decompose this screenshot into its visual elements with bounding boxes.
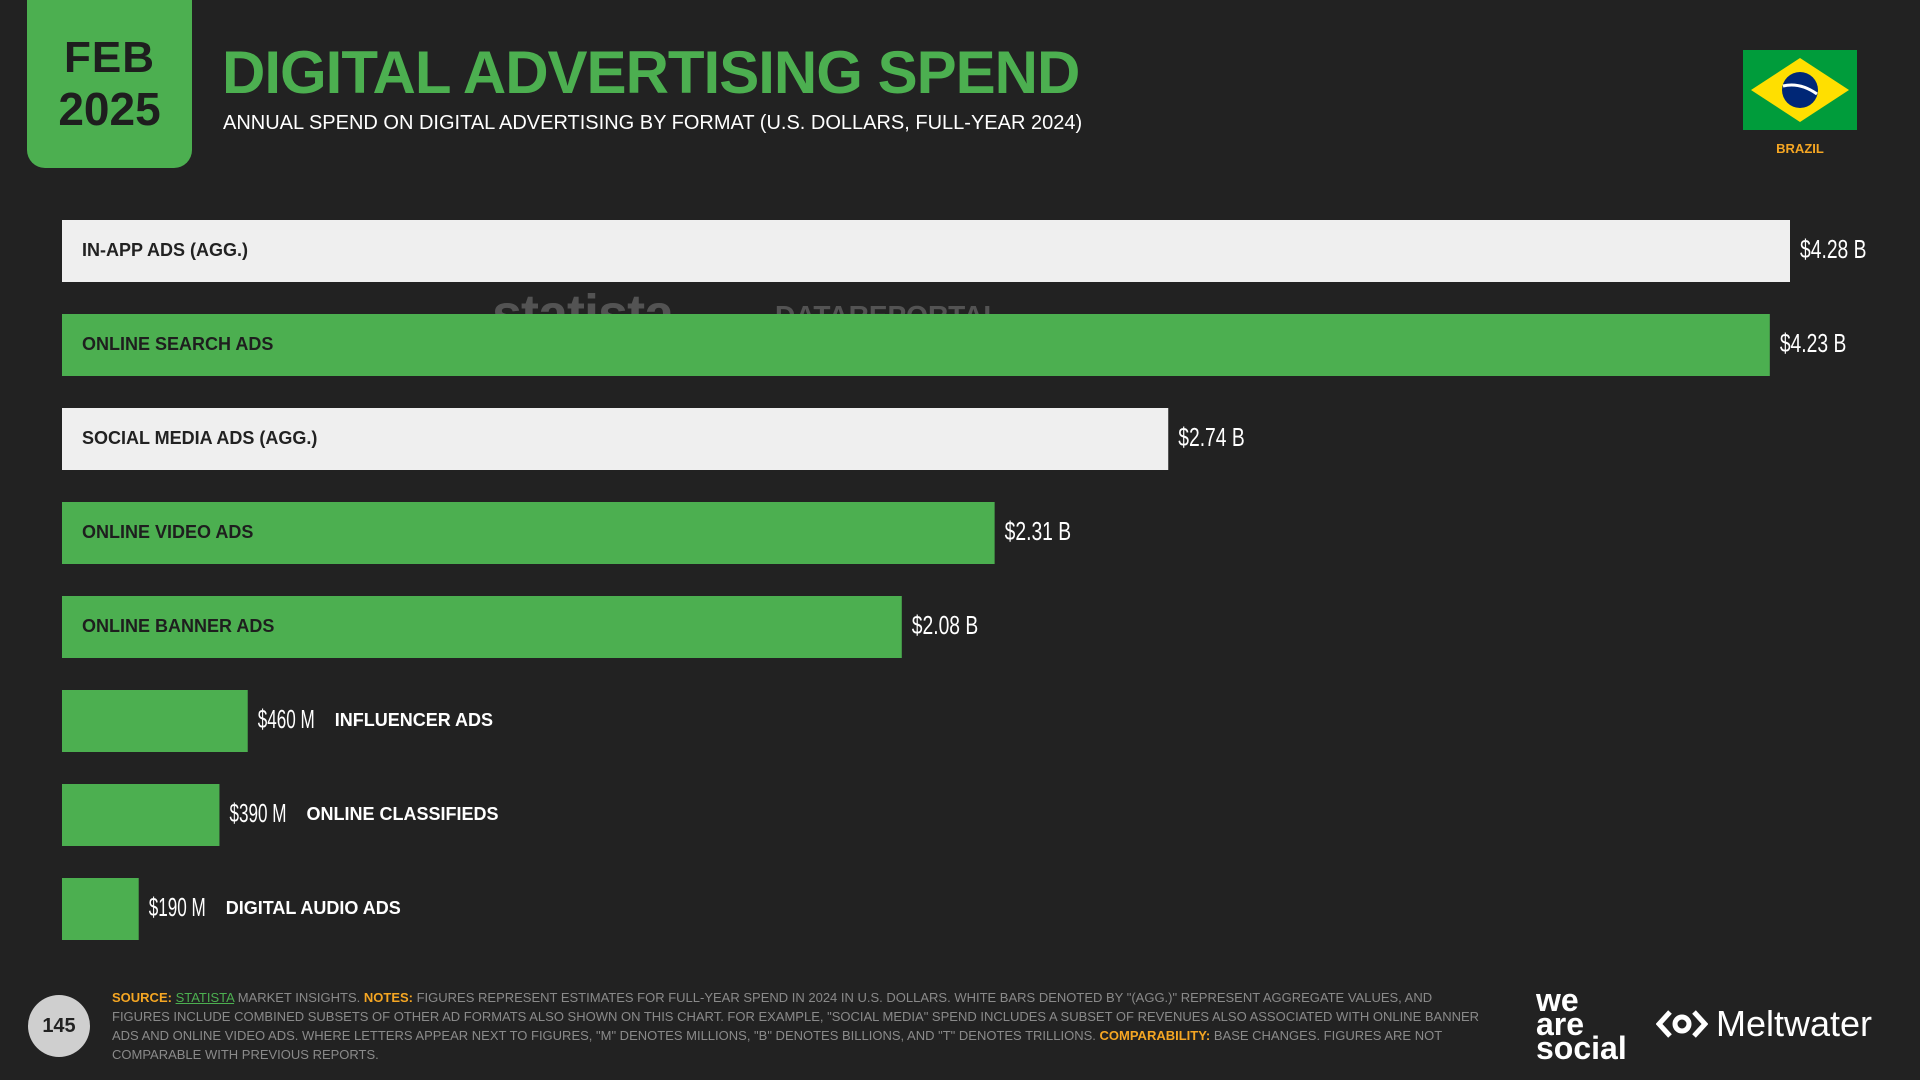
we-are-social-word: we: [1536, 982, 1579, 1018]
category-label: SOCIAL MEDIA ADS (AGG.): [82, 428, 317, 448]
footer-notes: SOURCE: STATISTA MARKET INSIGHTS. NOTES:…: [112, 988, 1492, 1064]
brazil-flag-icon: [1743, 50, 1857, 130]
category-label: ONLINE BANNER ADS: [82, 616, 274, 636]
we-are-social-word: social: [1536, 1030, 1627, 1066]
category-label: ONLINE CLASSIFIEDS: [306, 804, 498, 824]
date-year: 2025: [58, 83, 161, 135]
country-label: BRAZIL: [1776, 141, 1824, 156]
meltwater-text: Meltwater: [1716, 1003, 1873, 1044]
category-label: INFLUENCER ADS: [335, 710, 493, 730]
value-label: $4.28 B: [1800, 234, 1867, 264]
bar: [62, 220, 1790, 282]
value-label: $2.31 B: [1005, 516, 1072, 546]
value-label: $2.74 B: [1178, 422, 1245, 452]
we-are-social-text: we are social: [1536, 982, 1627, 1066]
bar-chart: $4.28 B IN-APP ADS (AGG.) $4.23 B ONLINE SE…: [62, 220, 1867, 940]
value-label: $460 M: [258, 704, 315, 734]
source-label: SOURCE:: [112, 990, 172, 1005]
date-month: FEB: [64, 33, 155, 82]
date-badge: FEB 2025: [27, 0, 192, 168]
value-label: $4.23 B: [1780, 328, 1847, 358]
bar: [62, 878, 139, 940]
bar: [62, 502, 995, 564]
page-number: 145: [28, 995, 90, 1057]
comparability-text: BASE CHANGES. FIGURES ARE NOT COMPARABLE…: [112, 1028, 1442, 1062]
meltwater-mark-icon: [1656, 1010, 1708, 1038]
meltwater-logo: Meltwater: [1656, 1003, 1872, 1045]
page-title: DIGITAL ADVERTISING SPEND: [222, 39, 1080, 106]
bar: [62, 314, 1770, 376]
category-label: IN-APP ADS (AGG.): [82, 240, 248, 260]
bar: [62, 408, 1169, 470]
comparability-label: COMPARABILITY:: [1099, 1028, 1211, 1043]
bar: [62, 690, 248, 752]
we-are-social-word: are: [1536, 1006, 1585, 1042]
source-link[interactable]: STATISTA: [175, 990, 235, 1005]
category-label: ONLINE SEARCH ADS: [82, 334, 273, 354]
source-rest: MARKET INSIGHTS.: [234, 990, 364, 1005]
value-label: $390 M: [229, 798, 286, 828]
category-label: DIGITAL AUDIO ADS: [226, 898, 401, 918]
notes-label: NOTES:: [363, 990, 413, 1005]
notes-text: FIGURES REPRESENT ESTIMATES FOR FULL-YEA…: [112, 990, 1480, 1043]
bar: [62, 784, 220, 846]
value-label: $190 M: [149, 892, 206, 922]
bar: [62, 596, 902, 658]
page-subtitle: ANNUAL SPEND ON DIGITAL ADVERTISING BY F…: [223, 112, 1083, 134]
value-label: $2.08 B: [912, 610, 979, 640]
we-are-social-logo: we are social: [1536, 982, 1627, 1066]
category-label: ONLINE VIDEO ADS: [82, 522, 253, 542]
